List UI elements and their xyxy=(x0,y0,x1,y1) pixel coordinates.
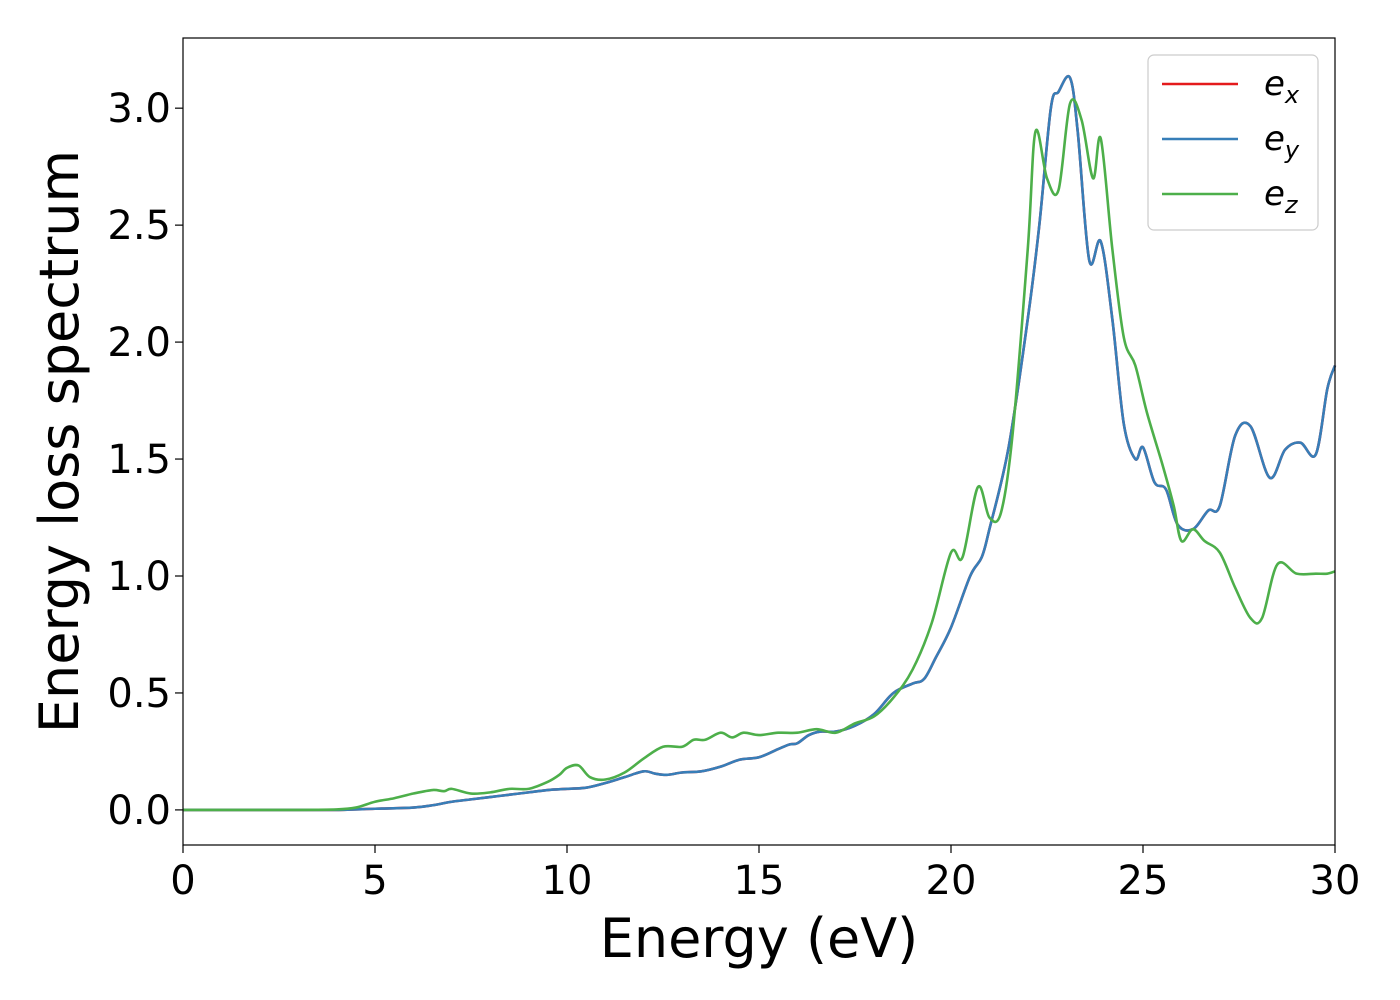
x-tick-label: 15 xyxy=(734,858,785,904)
y-tick-label: 3.0 xyxy=(107,86,171,132)
series-layer xyxy=(182,74,1337,812)
y-tick-label: 1.0 xyxy=(107,554,171,600)
x-axis-title: Energy (eV) xyxy=(600,907,919,970)
y-tick-label: 2.5 xyxy=(107,203,171,249)
x-tick-label: 30 xyxy=(1310,858,1361,904)
y-tick-label: 2.0 xyxy=(107,320,171,366)
ticks-layer: 0 5 10 15 20 25 30 0.0 0.5 1.0 1.5 2.0 2.5 3.0 xyxy=(107,86,1360,904)
y-tick-label: 1.5 xyxy=(107,437,171,483)
y-axis-title: Energy loss spectrum xyxy=(28,150,91,733)
series-line-e-z xyxy=(182,98,1336,812)
x-tick-label: 10 xyxy=(542,858,593,904)
x-tick-label: 0 xyxy=(170,858,195,904)
y-tick-label: 0.5 xyxy=(107,671,171,717)
y-tick-label: 0.0 xyxy=(107,788,171,834)
legend-box xyxy=(1147,54,1319,231)
x-tick-label: 25 xyxy=(1118,858,1169,904)
x-tick-label: 5 xyxy=(362,858,387,904)
x-tick-label: 20 xyxy=(926,858,977,904)
